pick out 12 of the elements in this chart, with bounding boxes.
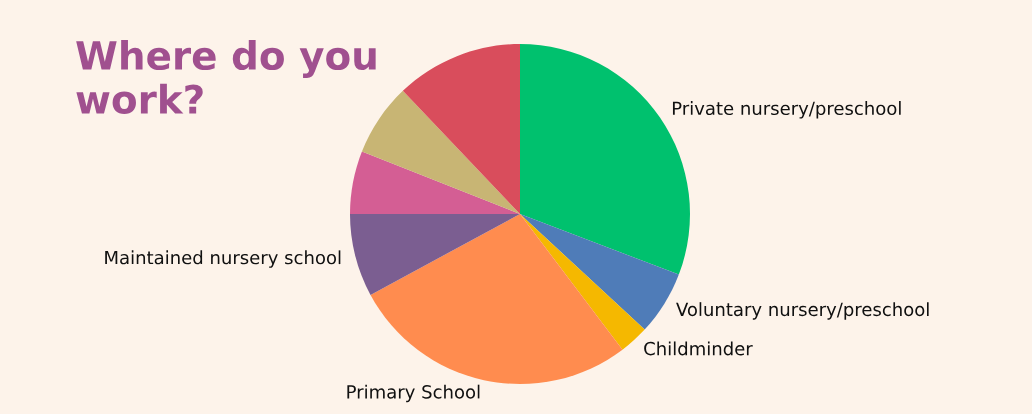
pie-slice — [350, 214, 520, 295]
slice-label: Voluntary nursery/preschool — [676, 302, 929, 320]
pie-slice — [402, 44, 520, 214]
slice-label: Private nursery/preschool — [672, 101, 901, 119]
slice-label: Maintained nursery school — [105, 250, 341, 268]
slice-label: Primary School — [347, 384, 480, 403]
slice-label: Childminder — [644, 341, 753, 356]
pie-slice — [520, 214, 645, 350]
pie-slice — [350, 151, 520, 214]
pie-slice — [370, 214, 623, 384]
chart-title: Where do you work? — [76, 40, 376, 114]
pie-slice — [361, 90, 520, 214]
